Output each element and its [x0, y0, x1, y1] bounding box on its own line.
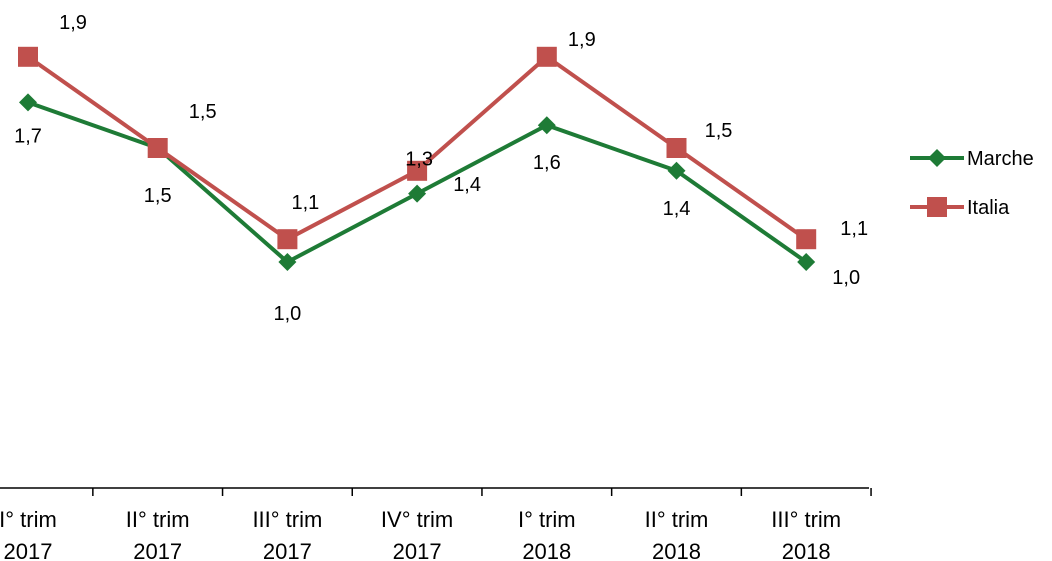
x-axis: I° trim 2017 II° trim 2017 III° trim 2017 IV° … [0, 487, 872, 561]
data-label-italia: 1,9 [59, 12, 87, 34]
series-line-marche [27, 100, 808, 264]
x-tick-label: III° trim [771, 507, 841, 532]
data-label-marche: 1,5 [144, 185, 172, 207]
data-point-italia [18, 46, 38, 67]
x-tick-label: I° trim [0, 507, 57, 532]
x-tick-label: 2018 [522, 539, 571, 561]
data-point-marche [667, 161, 686, 180]
x-tick-label: II° trim [126, 507, 190, 532]
data-label-marche: 1,6 [533, 152, 561, 174]
data-labels: 1,7 1,5 1,0 1,3 1,6 1,4 1,0 1,9 1,5 1,1 1,4 1,9 1,5 1… [14, 12, 868, 325]
data-point-italia [536, 46, 557, 67]
data-label-italia: 1,9 [568, 29, 596, 51]
legend-marker-italia [927, 197, 947, 217]
x-tick-label: II° trim [645, 507, 709, 532]
legend: Marche Italia [910, 148, 1034, 219]
legend-label-italia: Italia [967, 197, 1010, 219]
x-tick-label: 2017 [4, 539, 53, 561]
x-tick-label: 2017 [133, 539, 182, 561]
data-label-italia: 1,4 [453, 174, 481, 196]
x-tick-label: 2018 [782, 539, 831, 561]
data-point-italia [277, 229, 298, 250]
data-label-marche: 1,7 [14, 125, 42, 147]
legend-label-marche: Marche [967, 148, 1034, 170]
data-point-italia [796, 229, 817, 250]
x-tick-label: 2018 [652, 539, 701, 561]
series-markers [18, 46, 817, 271]
data-label-italia: 1,5 [705, 120, 733, 142]
data-point-italia [407, 160, 428, 181]
x-tick-label: I° trim [518, 507, 576, 532]
data-point-marche [278, 253, 297, 271]
data-label-italia: 1,1 [840, 218, 868, 240]
x-tick-label: 2017 [393, 539, 442, 561]
data-label-italia: 1,5 [189, 101, 217, 123]
data-point-marche [19, 93, 37, 112]
data-label-marche: 1,4 [663, 198, 691, 220]
data-point-marche [797, 253, 816, 271]
x-tick-label: III° trim [252, 507, 322, 532]
data-point-marche [408, 184, 427, 203]
x-tick-label: 2017 [263, 539, 312, 561]
legend-marker-marche [928, 149, 946, 167]
data-label-marche: 1,0 [273, 303, 301, 325]
data-point-italia [666, 138, 687, 158]
x-tick-label: IV° trim [381, 507, 453, 532]
data-point-italia [147, 138, 168, 158]
data-label-marche: 1,3 [405, 149, 433, 171]
data-label-marche: 1,0 [832, 267, 860, 289]
data-label-italia: 1,1 [291, 192, 319, 214]
data-point-marche [537, 116, 556, 135]
